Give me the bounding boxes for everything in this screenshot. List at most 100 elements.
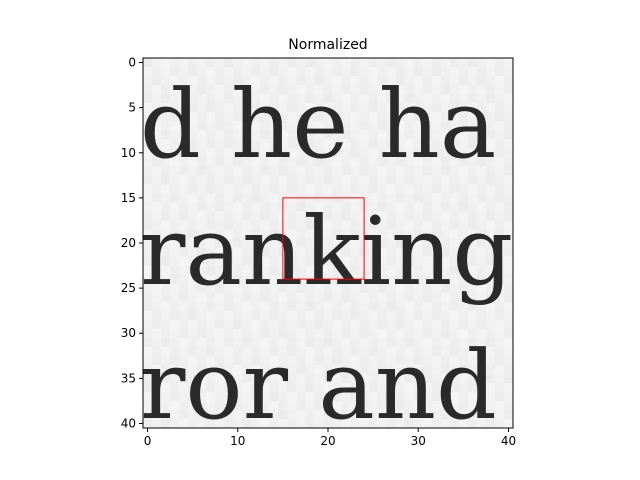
image-pixel: [377, 418, 387, 429]
image-pixel: [341, 202, 351, 212]
y-tick-label: 20: [121, 236, 136, 250]
image-pixel: [206, 76, 216, 86]
image-pixel: [368, 85, 378, 95]
image-pixel: [152, 211, 162, 221]
image-pixel: [152, 292, 162, 302]
image-pixel: [224, 238, 234, 248]
image-pixel: [476, 166, 487, 176]
image-pixel: [143, 247, 153, 257]
image-pixel: [476, 157, 487, 167]
image-pixel: [278, 346, 288, 357]
chart-title: Normalized: [288, 37, 367, 53]
image-pixel: [332, 265, 342, 275]
image-pixel: [467, 301, 478, 311]
image-pixel: [269, 328, 279, 339]
image-pixel: [422, 301, 433, 311]
image-pixel: [422, 292, 433, 302]
image-pixel: [170, 265, 180, 275]
image-pixel: [449, 337, 460, 348]
y-tick-label: 40: [121, 416, 136, 430]
image-pixel: [197, 148, 207, 158]
image-pixel: [296, 238, 306, 248]
image-pixel: [188, 238, 198, 248]
image-pixel: [305, 319, 315, 330]
image-pixel: [152, 256, 162, 266]
image-pixel: [305, 310, 315, 321]
image-pixel: [233, 94, 243, 104]
image-pixel: [503, 373, 514, 384]
image-pixel: [215, 103, 225, 113]
image-pixel: [440, 409, 451, 420]
image-pixel: [161, 256, 171, 266]
image-pixel: [449, 103, 460, 113]
image-pixel: [377, 229, 387, 239]
image-pixel: [503, 364, 514, 375]
image-pixel: [296, 175, 306, 185]
image-pixel: [431, 67, 442, 77]
image-pixel: [251, 85, 261, 95]
image-pixel: [440, 184, 451, 194]
image-pixel: [395, 364, 406, 375]
image-pixel: [395, 148, 406, 158]
image-pixel: [314, 292, 324, 302]
image-pixel: [485, 211, 496, 221]
image-pixel: [368, 193, 378, 203]
image-pixel: [404, 400, 415, 411]
image-pixel: [467, 211, 478, 221]
image-pixel: [260, 220, 270, 230]
image-pixel: [467, 121, 478, 131]
image-pixel: [278, 130, 288, 140]
image-pixel: [413, 157, 424, 167]
image-pixel: [431, 382, 442, 393]
image-pixel: [179, 121, 189, 131]
image-pixel: [341, 256, 351, 266]
image-pixel: [143, 94, 153, 104]
image-pixel: [350, 202, 360, 212]
image-pixel: [197, 211, 207, 221]
image-pixel: [359, 94, 369, 104]
image-pixel: [431, 247, 442, 257]
image-pixel: [368, 76, 378, 86]
image-pixel: [449, 310, 460, 321]
image-pixel: [386, 418, 396, 429]
image-pixel: [467, 274, 478, 284]
image-pixel: [143, 238, 153, 248]
image-pixel: [233, 373, 243, 384]
image-pixel: [368, 148, 378, 158]
image-pixel: [197, 418, 207, 429]
image-pixel: [296, 166, 306, 176]
image-pixel: [143, 409, 153, 420]
image-pixel: [467, 238, 478, 248]
image-pixel: [152, 202, 162, 212]
image-pixel: [386, 67, 396, 77]
image-pixel: [323, 103, 333, 113]
image-pixel: [386, 256, 396, 266]
image-pixel: [350, 130, 360, 140]
image-pixel: [323, 256, 333, 266]
image-pixel: [422, 229, 433, 239]
image-pixel: [449, 301, 460, 311]
image-pixel: [260, 247, 270, 257]
image-pixel: [413, 67, 424, 77]
image-pixel: [359, 301, 369, 311]
image-pixel: [323, 418, 333, 429]
image-pixel: [161, 382, 171, 393]
image-pixel: [305, 382, 315, 393]
image-pixel: [368, 400, 378, 411]
image-pixel: [152, 373, 162, 384]
image-pixel: [305, 184, 315, 194]
image-pixel: [278, 148, 288, 158]
image-pixel: [485, 301, 496, 311]
image-pixel: [314, 85, 324, 95]
image-pixel: [305, 229, 315, 239]
image-pixel: [413, 247, 424, 257]
image-pixel: [287, 85, 297, 95]
image-pixel: [431, 85, 442, 95]
image-pixel: [251, 148, 261, 158]
image-pixel: [152, 319, 162, 330]
image-pixel: [494, 364, 505, 375]
image-pixel: [260, 418, 270, 429]
image-pixel: [368, 112, 378, 122]
image-pixel: [296, 382, 306, 393]
image-pixel: [224, 193, 234, 203]
